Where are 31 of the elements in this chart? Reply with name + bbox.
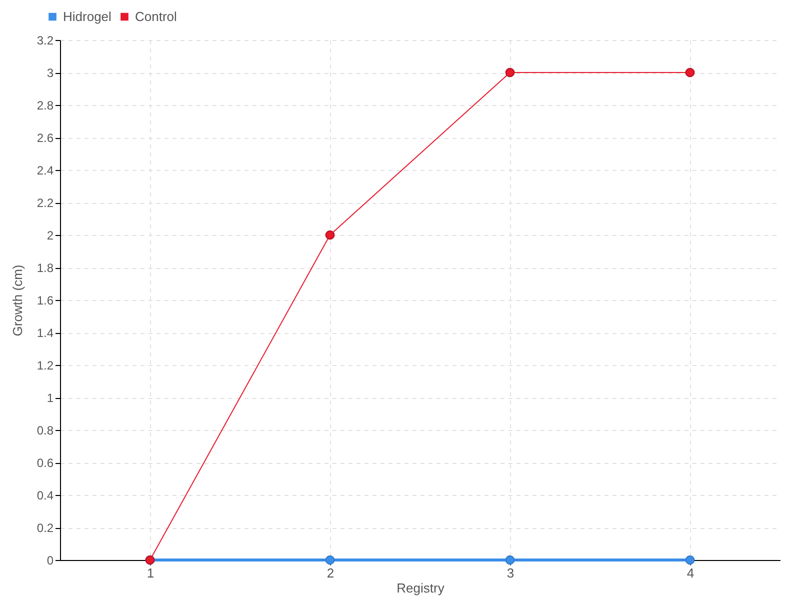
y-tick-label: 1.2	[36, 358, 54, 372]
y-tick-label: 2.2	[36, 196, 54, 210]
y-tick-label: 0.6	[36, 456, 54, 470]
x-tick-label: 2	[326, 566, 334, 580]
x-tick-label: 3	[506, 566, 514, 580]
y-tick-label: 0.2	[36, 521, 54, 535]
legend-label: Hidrogel	[63, 8, 112, 24]
y-tick-label: 2.4	[36, 164, 54, 178]
y-tick-label: 1	[46, 391, 54, 405]
y-tick-label: 3.2	[36, 34, 54, 48]
x-axis-title: Registry	[396, 580, 445, 596]
y-tick-label: 1.8	[36, 261, 54, 275]
y-tick-label: 2.6	[36, 131, 54, 145]
point	[505, 555, 515, 565]
y-tick-label: 2.8	[36, 98, 54, 112]
legend-label: Control	[135, 8, 178, 24]
point	[505, 68, 515, 78]
x-tick-label: 1	[146, 566, 154, 580]
y-tick-label: 2	[46, 228, 54, 242]
point	[685, 555, 695, 565]
x-tick-label: 4	[686, 566, 694, 580]
point	[685, 68, 695, 78]
y-axis-title: Growth (cm)	[10, 264, 25, 336]
point	[325, 230, 335, 240]
y-tick-label: 1.4	[36, 326, 54, 340]
y-tick-label: 0.4	[36, 488, 54, 502]
y-tick-label: 0.8	[36, 424, 54, 438]
y-tick-label: 1.6	[36, 294, 54, 308]
y-tick-label: 3	[46, 66, 54, 80]
y-tick-label: 0	[46, 554, 54, 568]
point	[325, 555, 335, 565]
